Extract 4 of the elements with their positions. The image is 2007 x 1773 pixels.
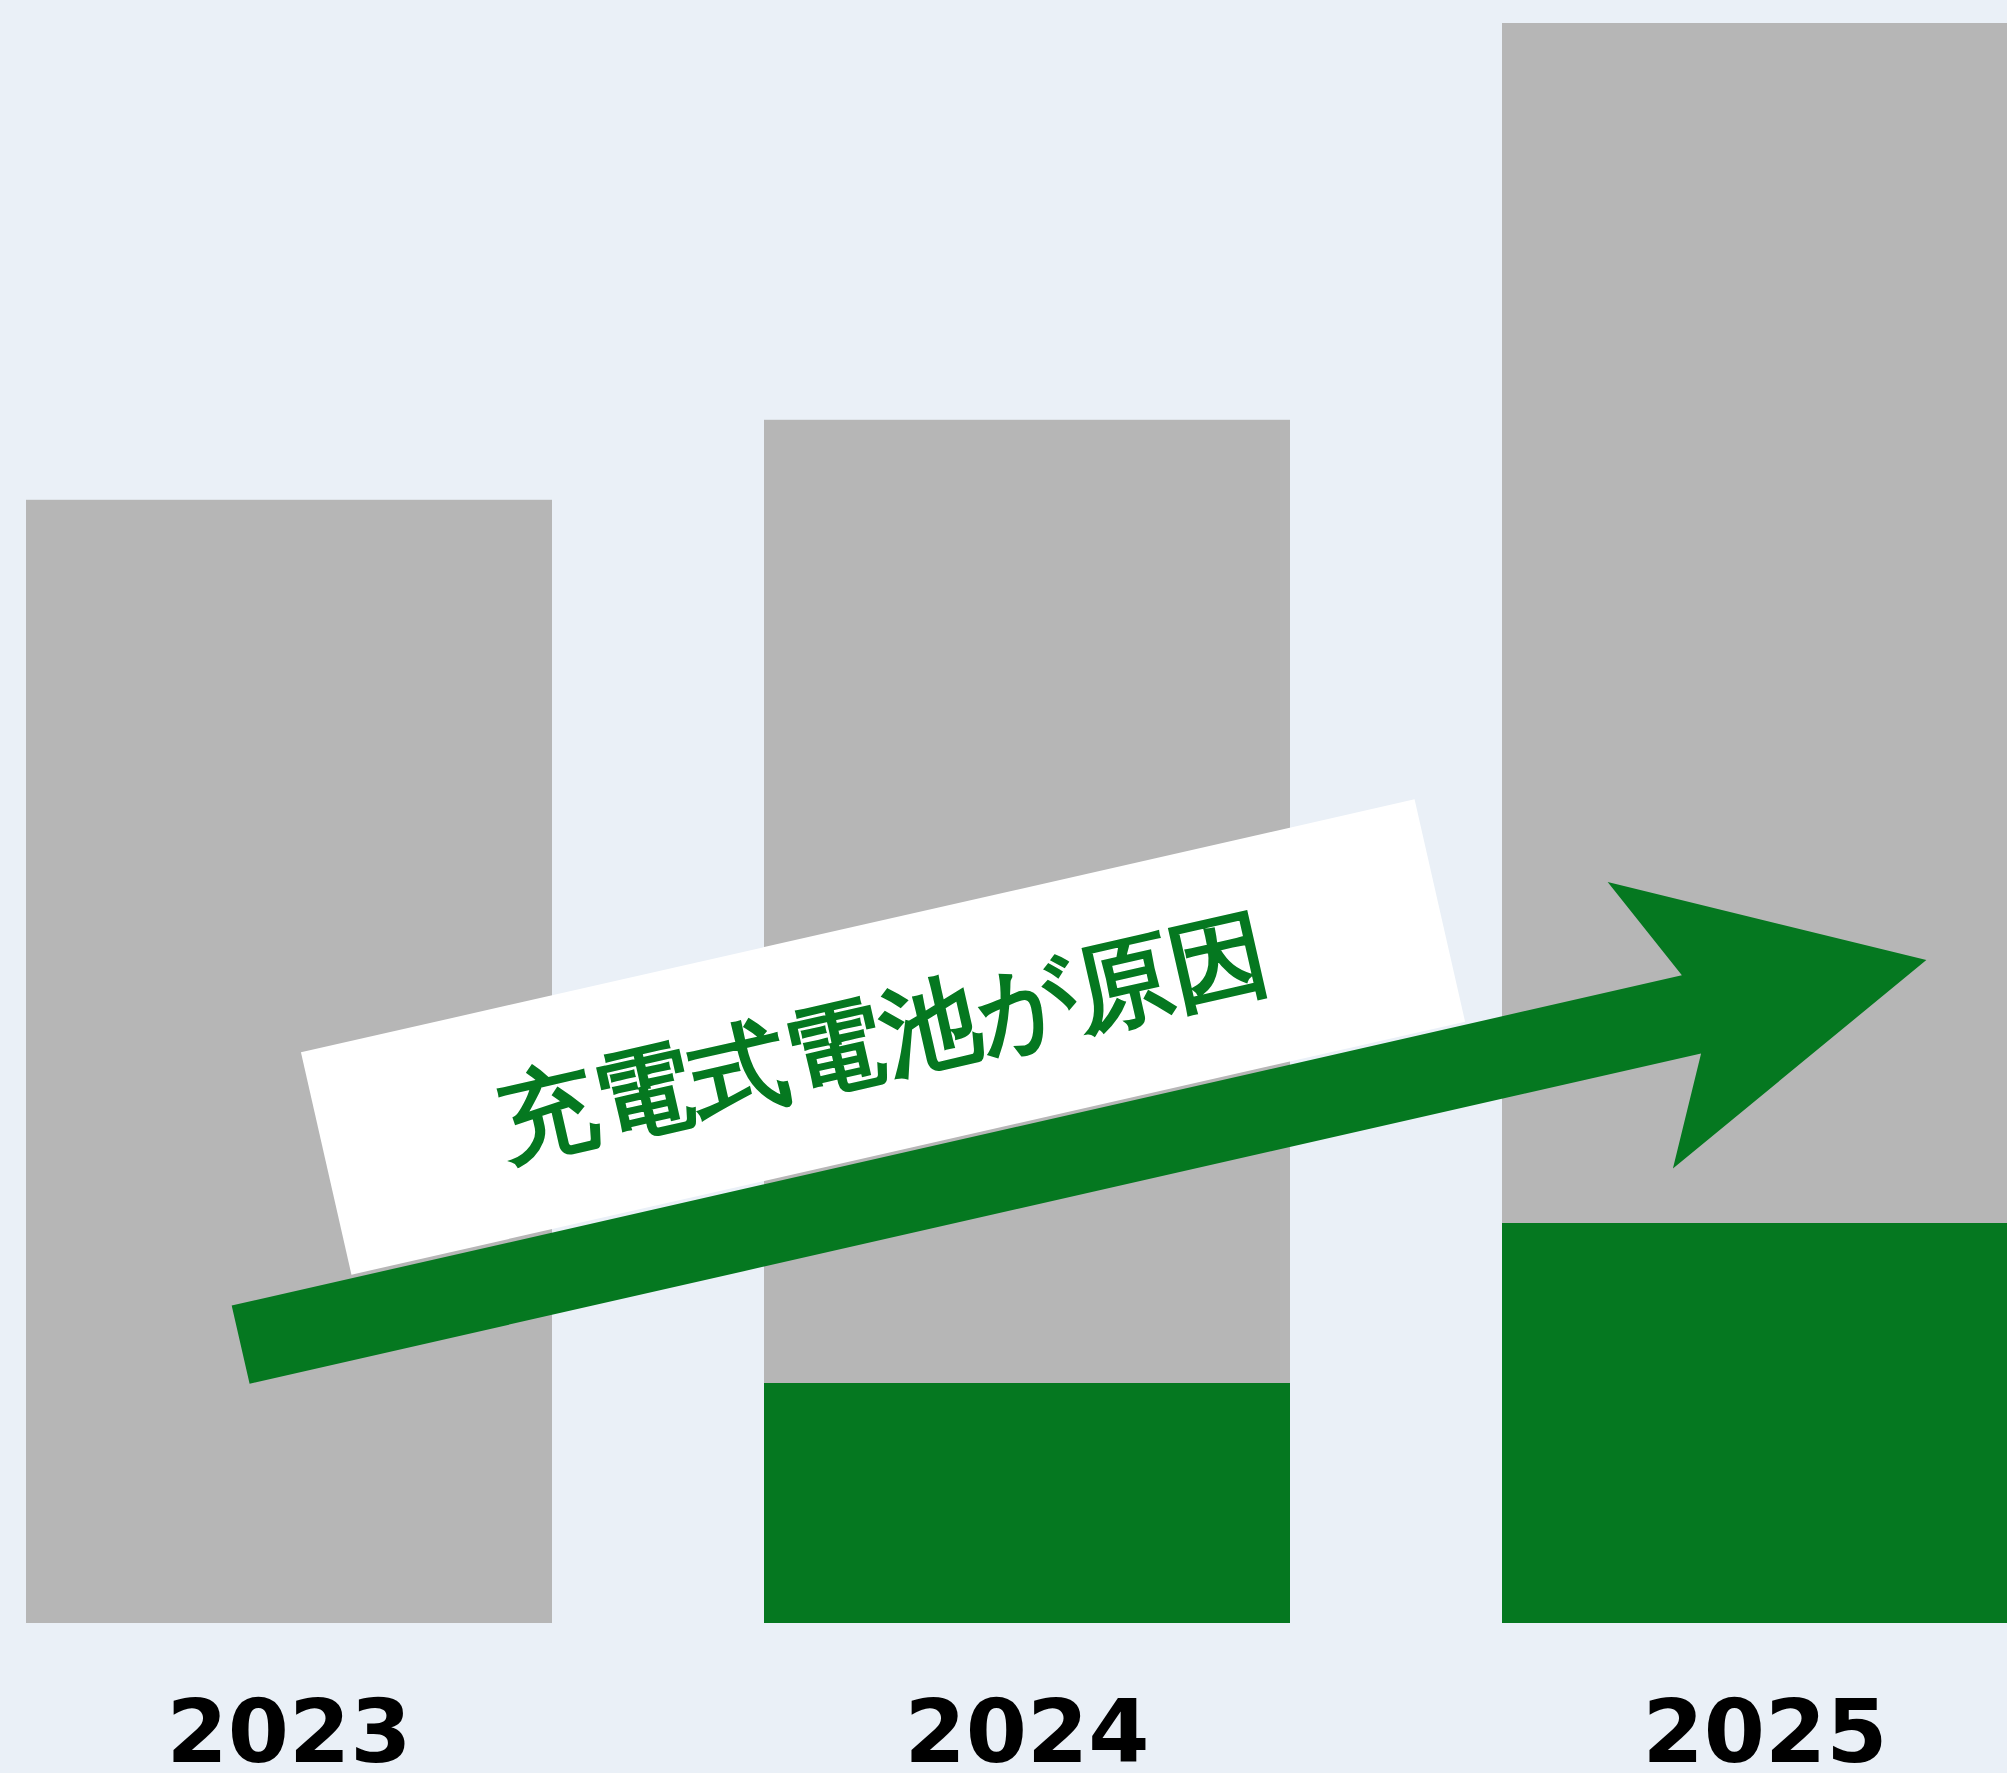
x-tick-label: 2023 (166, 1680, 412, 1773)
x-tick-label: 2024 (904, 1680, 1150, 1773)
x-tick-label: 2025 (1642, 1680, 1888, 1773)
annotation: 充電式電池が原因 (486, 894, 1279, 1180)
